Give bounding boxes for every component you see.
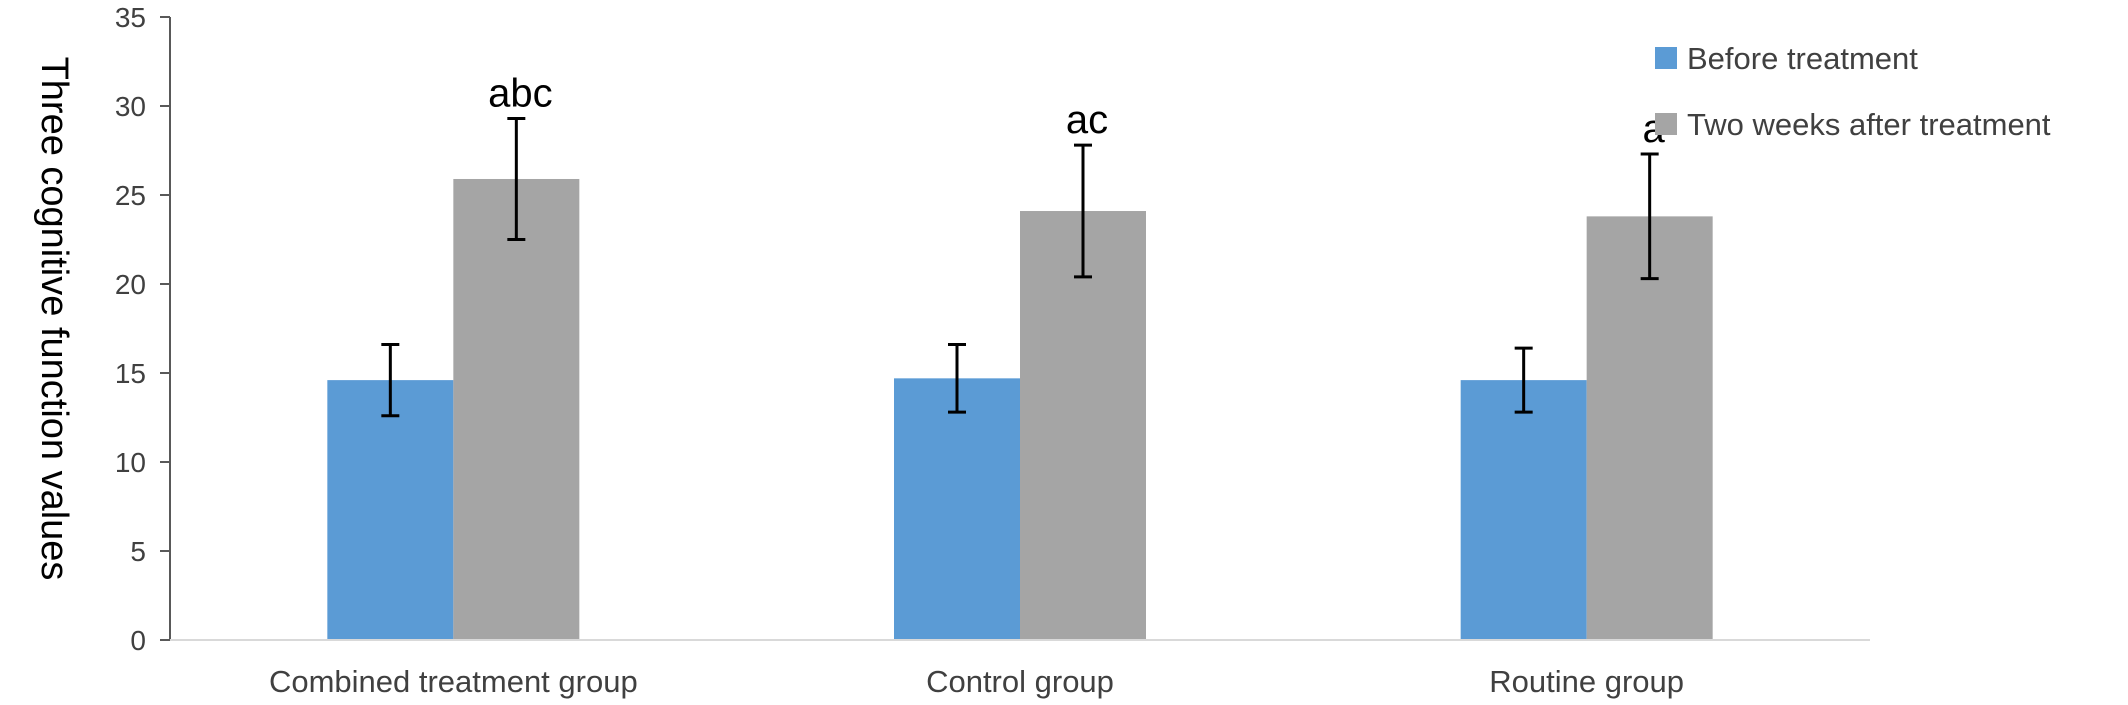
x-axis: Combined treatment group Control group Rou…	[170, 639, 1870, 699]
bar	[453, 178, 580, 641]
x-tick-label: Combined treatment group	[269, 664, 638, 699]
y-tick-label: 35	[115, 2, 146, 33]
y-tick-label: 25	[115, 180, 146, 211]
legend-label: Before treatment	[1687, 41, 1918, 76]
x-tick-label: Routine group	[1489, 664, 1684, 699]
legend-label: Two weeks after treatment	[1687, 107, 2051, 142]
bar	[327, 380, 454, 640]
error-bars	[381, 116, 1659, 418]
y-axis-label: Three cognitive function values	[33, 57, 75, 581]
legend-swatch	[1655, 113, 1677, 135]
bar	[894, 378, 1020, 640]
y-tick-label: 15	[115, 358, 146, 389]
bar	[1460, 380, 1587, 640]
significance-annotation: abc	[488, 71, 553, 115]
bars	[327, 178, 1713, 641]
y-tick-label: 30	[115, 91, 146, 122]
y-axis: 0 5 10 15 20 25 30 35	[115, 2, 171, 656]
legend-swatch	[1655, 47, 1677, 69]
legend: Before treatment Two weeks after treatmen…	[1655, 41, 2051, 142]
significance-annotation: ac	[1066, 98, 1108, 142]
y-tick-label: 20	[115, 269, 146, 300]
bar	[1586, 216, 1713, 641]
bar	[1020, 211, 1146, 640]
y-tick-label: 0	[130, 625, 146, 656]
y-tick-label: 10	[115, 447, 146, 478]
x-tick-label: Control group	[926, 664, 1114, 699]
y-tick-label: 5	[130, 536, 146, 567]
